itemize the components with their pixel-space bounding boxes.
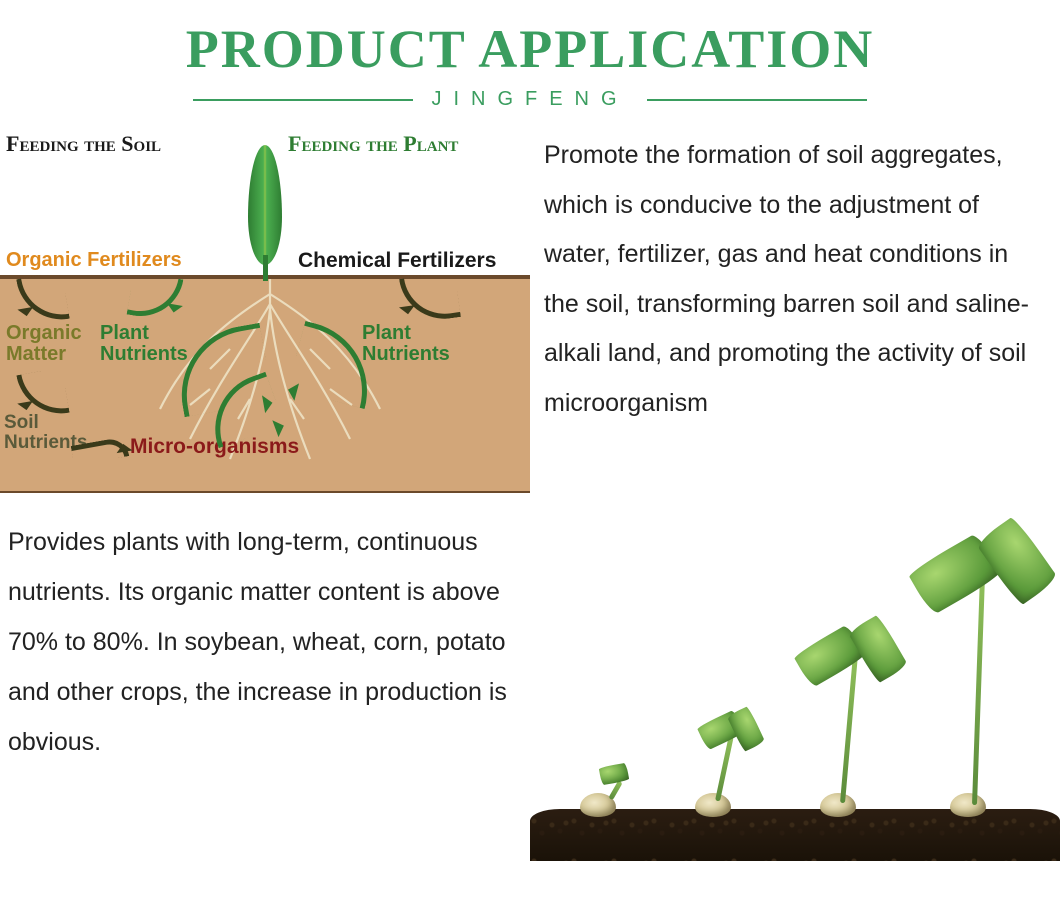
soil-ground-icon — [530, 809, 1060, 861]
label-organic-fertilizers: Organic Fertilizers — [6, 249, 182, 272]
fertilizer-diagram: Feeding the Soil Feeding the Plant Organ… — [0, 125, 530, 493]
rule-left — [193, 99, 413, 101]
label-organic-matter: Organic Matter — [6, 323, 96, 365]
paragraph-bottom-left-cell: Provides plants with long-term, continuo… — [0, 505, 530, 885]
seedlings-cell — [530, 505, 1060, 885]
rule-right — [647, 99, 867, 101]
seed-2-icon — [695, 793, 731, 817]
stem-4-icon — [972, 580, 985, 805]
subtitle-row: JINGFENG — [0, 88, 1060, 111]
plant-stem-icon — [263, 255, 268, 281]
label-chemical-fertilizers: Chemical Fertilizers — [298, 249, 496, 273]
paragraph-bottom-left: Provides plants with long-term, continuo… — [0, 505, 530, 773]
paragraph-top-right: Promote the formation of soil ag­gregate… — [530, 125, 1060, 434]
seedlings-image — [530, 505, 1060, 861]
arrow-chemfert-to-plantnut-icon — [399, 271, 461, 324]
content-grid: Feeding the Soil Feeding the Plant Organ… — [0, 125, 1060, 885]
label-feeding-soil: Feeding the Soil — [6, 131, 161, 157]
label-plant-nutrients-left: Plant Nutrients — [100, 323, 200, 365]
leaf-4b-icon — [975, 515, 1059, 606]
stem-3-icon — [840, 658, 858, 803]
leaf-3b-icon — [847, 614, 908, 684]
paragraph-top-right-cell: Promote the formation of soil ag­gregate… — [530, 125, 1060, 505]
diagram-cell: Feeding the Soil Feeding the Plant Organ… — [0, 125, 530, 505]
seed-4-icon — [950, 793, 986, 817]
header: PRODUCT APPLICATION JINGFENG — [0, 0, 1060, 111]
page-title: PRODUCT APPLICATION — [0, 18, 1060, 80]
leaf-2b-icon — [727, 706, 766, 752]
page-subtitle: JINGFENG — [431, 88, 628, 111]
seed-3-icon — [820, 793, 856, 817]
leaf-1-icon — [599, 763, 630, 786]
label-micro-organisms: Micro-organisms — [130, 435, 299, 459]
label-feeding-plant: Feeding the Plant — [288, 131, 458, 157]
label-plant-nutrients-right: Plant Nutrients — [362, 323, 462, 365]
